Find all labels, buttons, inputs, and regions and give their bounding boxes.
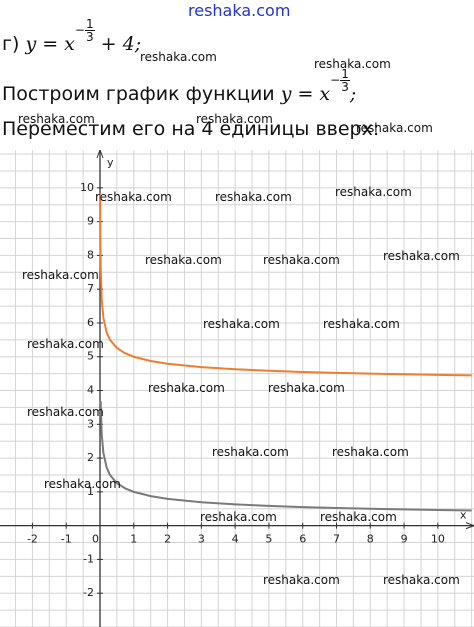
- formula: y = x: [25, 33, 75, 55]
- watermark: reshaka.com: [196, 112, 273, 126]
- x-tick-label: -2: [27, 533, 38, 546]
- y-tick-label: -1: [83, 552, 94, 565]
- line-1: г) y = x− 1 3 + 4;: [2, 18, 142, 57]
- origin-label: 0: [92, 533, 99, 546]
- watermark: reshaka.com: [268, 381, 345, 395]
- x-arrow: [465, 522, 474, 530]
- exponent: −1 3: [330, 68, 350, 93]
- y-tick-label: 3: [87, 417, 94, 430]
- exponent: −1 3: [75, 18, 95, 43]
- x-tick-label: 8: [367, 533, 374, 546]
- prefix: г): [2, 33, 20, 55]
- watermark: reshaka.com: [212, 445, 289, 459]
- y-tick-label: 4: [87, 384, 94, 397]
- y-tick-label: 7: [87, 282, 94, 295]
- graph: x y 0 -2 -1 1 2 3 4 5 6 7 8 9 10 -2 -1 1 2 3 4 5 6 7 8 9 10: [0, 150, 474, 627]
- watermark: reshaka.com: [383, 249, 460, 263]
- watermark: reshaka.com: [145, 253, 222, 267]
- watermark: reshaka.com: [263, 253, 340, 267]
- watermark: reshaka.com: [27, 405, 104, 419]
- watermark: reshaka.com: [215, 190, 292, 204]
- watermark: reshaka.com: [18, 112, 95, 126]
- y-axis-label: y: [107, 156, 114, 169]
- x-tick-label: -1: [61, 533, 72, 546]
- watermark: reshaka.com: [148, 381, 225, 395]
- line-2: Построим график функции y = x− 1 3;: [2, 68, 357, 107]
- y-tick-label: -2: [83, 586, 94, 599]
- curve: [99, 192, 472, 377]
- watermark: reshaka.com: [314, 57, 391, 71]
- watermark: reshaka.com: [323, 317, 400, 331]
- x-tick-label: 3: [198, 533, 205, 546]
- watermark: reshaka.com: [140, 50, 217, 64]
- watermark: reshaka.com: [356, 121, 433, 135]
- watermark: reshaka.com: [383, 573, 460, 587]
- watermark: reshaka.com: [95, 190, 172, 204]
- curve: [99, 401, 472, 512]
- x-axis-label: x: [460, 509, 467, 522]
- watermark: reshaka.com: [27, 337, 104, 351]
- y-tick-label: 6: [87, 316, 94, 329]
- x-tick-label: 5: [265, 533, 272, 546]
- den: 3: [85, 30, 94, 44]
- watermark: reshaka.com: [335, 185, 412, 199]
- x-tick-label: 10: [431, 533, 445, 546]
- exp-sign: −: [74, 23, 85, 37]
- x-tick-label: 1: [130, 533, 137, 546]
- x-tick-label: 9: [401, 533, 408, 546]
- watermark: reshaka.com: [320, 510, 397, 524]
- prefix: Построим график функции: [2, 83, 275, 105]
- suffix: ;: [349, 83, 357, 105]
- watermark: reshaka.com: [22, 268, 99, 282]
- site-header: reshaka.com: [188, 1, 291, 20]
- watermark: reshaka.com: [200, 510, 277, 524]
- watermark: reshaka.com: [203, 317, 280, 331]
- y-arrow: [96, 150, 104, 159]
- y-tick-label: 9: [87, 215, 94, 228]
- x-tick-label: 7: [333, 533, 340, 546]
- x-tick-label: 4: [232, 533, 239, 546]
- watermark: reshaka.com: [332, 445, 409, 459]
- num: 1: [84, 17, 95, 31]
- x-tick-label: 6: [299, 533, 306, 546]
- line-3: Переместим его на 4 единицы вверх:: [2, 118, 380, 140]
- watermark: reshaka.com: [44, 477, 121, 491]
- y-tick-label: 10: [80, 181, 94, 194]
- watermark: reshaka.com: [263, 573, 340, 587]
- x-tick-label: 2: [164, 533, 171, 546]
- formula: y = x: [280, 83, 331, 105]
- num: 1: [340, 67, 350, 81]
- y-tick-label: 1: [87, 485, 94, 498]
- y-tick-label: 8: [87, 248, 94, 261]
- suffix: + 4;: [100, 33, 142, 55]
- y-tick-label: 2: [87, 451, 94, 464]
- exp-sign: −: [330, 73, 341, 87]
- y-tick-label: 5: [87, 350, 94, 363]
- den: 3: [341, 80, 349, 94]
